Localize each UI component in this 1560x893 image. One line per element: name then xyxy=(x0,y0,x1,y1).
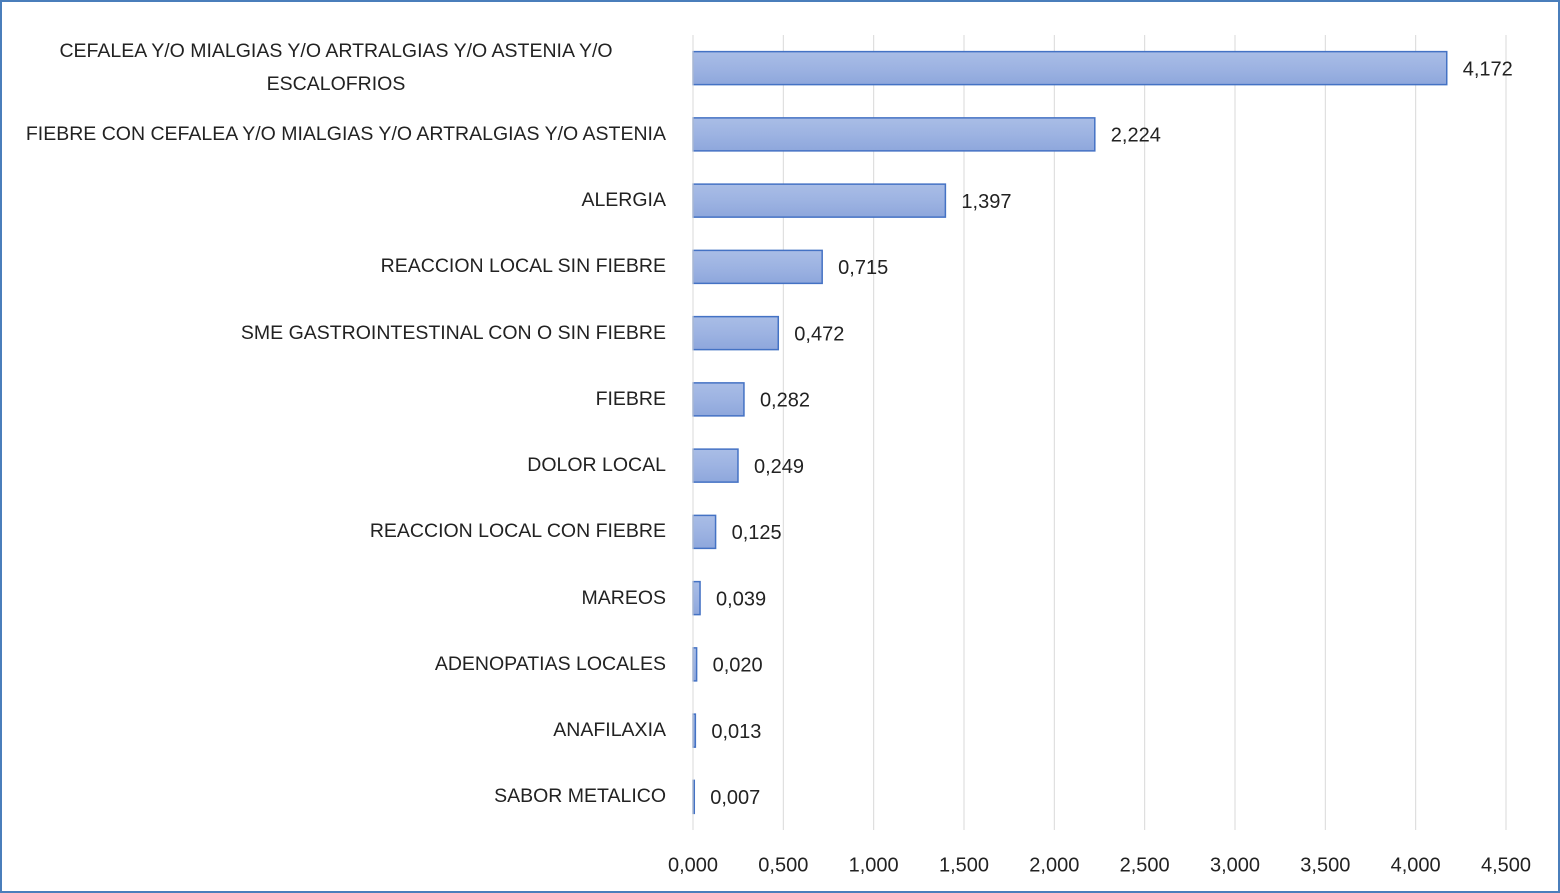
value-label: 0,020 xyxy=(713,655,763,677)
x-tick-label: 4,000 xyxy=(1391,854,1441,876)
y-tick-label: FIEBRE xyxy=(595,387,666,410)
y-tick-label-box: CEFALEA Y/O MIALGIAS Y/O ARTRALGIAS Y/O … xyxy=(6,35,666,101)
bar xyxy=(692,249,823,285)
x-tick-label: 1,000 xyxy=(849,854,899,876)
y-tick-label: REACCION LOCAL CON FIEBRE xyxy=(369,520,666,543)
y-tick-label: SME GASTROINTESTINAL CON O SIN FIEBRE xyxy=(240,321,666,344)
y-tick-label-box: DOLOR LOCAL xyxy=(6,433,666,499)
x-tick-label: 2,000 xyxy=(1029,854,1079,876)
y-tick-label: ALERGIA xyxy=(581,189,666,212)
y-tick-label-box: REACCION LOCAL SIN FIEBRE xyxy=(6,234,666,300)
y-tick-label-box: SME GASTROINTESTINAL CON O SIN FIEBRE xyxy=(6,300,666,366)
bar xyxy=(692,514,717,550)
y-tick-label: FIEBRE CON CEFALEA Y/O MIALGIAS Y/O ARTR… xyxy=(25,122,666,145)
value-label: 4,172 xyxy=(1463,58,1513,80)
x-tick-label: 3,000 xyxy=(1210,854,1260,876)
y-tick-label: ANAFILAXIA xyxy=(553,719,666,742)
y-tick-label: CEFALEA Y/O MIALGIAS Y/O ARTRALGIAS Y/O … xyxy=(59,40,613,96)
y-tick-label-box: REACCION LOCAL CON FIEBRE xyxy=(6,499,666,565)
y-tick-label-box: ANAFILAXIA xyxy=(6,698,666,764)
y-tick-label-box: FIEBRE CON CEFALEA Y/O MIALGIAS Y/O ARTR… xyxy=(6,101,666,167)
y-tick-label-box: FIEBRE xyxy=(6,366,666,432)
value-label: 0,472 xyxy=(794,323,844,345)
x-tick-label: 4,500 xyxy=(1481,854,1531,876)
y-tick-label-box: MAREOS xyxy=(6,565,666,631)
bar xyxy=(692,50,1448,86)
bar xyxy=(692,117,1096,152)
x-tick-label: 1,500 xyxy=(939,854,989,876)
value-label: 1,397 xyxy=(961,191,1011,213)
value-label: 0,282 xyxy=(760,390,810,412)
x-tick-label: 2,500 xyxy=(1120,854,1170,876)
y-tick-label: SABOR METALICO xyxy=(494,785,666,808)
value-label: 0,007 xyxy=(710,787,760,809)
bar xyxy=(692,647,698,682)
y-tick-label: REACCION LOCAL SIN FIEBRE xyxy=(380,255,666,278)
value-label: 0,013 xyxy=(711,721,761,743)
value-label: 0,249 xyxy=(754,456,804,478)
bar xyxy=(692,315,780,351)
value-label: 0,039 xyxy=(716,588,766,610)
y-tick-label: MAREOS xyxy=(581,586,666,609)
x-tick-label: 0,500 xyxy=(758,854,808,876)
value-label: 2,224 xyxy=(1111,125,1161,147)
y-tick-label-box: ALERGIA xyxy=(6,168,666,234)
value-label: 0,715 xyxy=(838,257,888,279)
bar xyxy=(692,382,745,417)
x-tick-label: 0,000 xyxy=(668,854,718,876)
bar xyxy=(692,448,739,483)
bar xyxy=(692,580,701,616)
y-tick-label: DOLOR LOCAL xyxy=(527,454,666,477)
y-tick-label-box: ADENOPATIAS LOCALES xyxy=(6,631,666,697)
bar xyxy=(692,183,947,218)
y-tick-label: ADENOPATIAS LOCALES xyxy=(434,652,666,675)
y-tick-label-box: SABOR METALICO xyxy=(6,764,666,830)
x-tick-label: 3,500 xyxy=(1300,854,1350,876)
value-label: 0,125 xyxy=(732,522,782,544)
